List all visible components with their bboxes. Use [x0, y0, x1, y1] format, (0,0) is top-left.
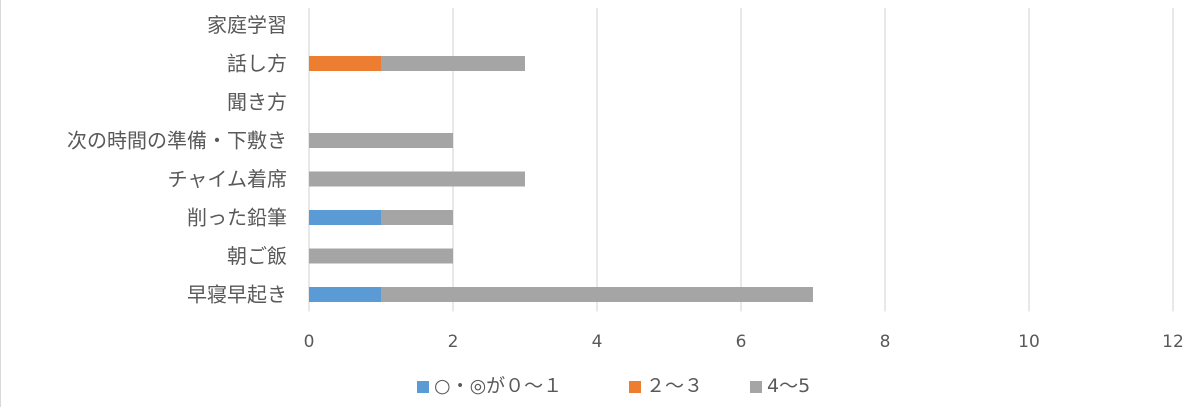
legend-label-0: ○・◎が０～１: [434, 375, 562, 397]
bar-7-series-0: [309, 287, 381, 302]
bar-7-series-2: [381, 287, 813, 302]
bar-5-series-0: [309, 210, 381, 225]
legend-swatch-2: [750, 381, 762, 393]
category-label-3: 次の時間の準備・下敷き: [67, 129, 287, 153]
bar-1-series-2: [381, 56, 525, 71]
category-label-5: 削った鉛筆: [187, 206, 287, 230]
legend-label-2: 4～5: [767, 375, 810, 397]
x-tick-label-2: 4: [592, 332, 603, 352]
x-tick-label-1: 2: [448, 332, 459, 352]
category-label-4: チャイム着席: [168, 167, 287, 191]
bar-5-series-2: [381, 210, 453, 225]
x-tick-label-6: 12: [1162, 332, 1184, 352]
legend-swatch-0: [417, 381, 429, 393]
x-tick-labels: 0 2 4 6 8 10 12: [304, 332, 1184, 352]
x-tick-label-4: 8: [880, 332, 891, 352]
category-label-0: 家庭学習: [207, 13, 287, 37]
x-tick-label-3: 6: [736, 332, 747, 352]
bar-1-series-1: [309, 56, 381, 71]
bar-3-series-2: [309, 133, 453, 148]
category-label-6: 朝ご飯: [227, 244, 287, 268]
category-label-1: 話し方: [227, 52, 287, 76]
gridlines: [308, 8, 1174, 312]
bar-6-series-2: [309, 248, 453, 264]
bars: [309, 56, 813, 302]
x-tick-label-0: 0: [304, 332, 315, 352]
category-label-7: 早寝早起き: [187, 283, 287, 307]
category-label-2: 聞き方: [227, 90, 287, 114]
x-tick-label-5: 10: [1018, 332, 1040, 352]
bar-4-series-2: [309, 171, 525, 187]
legend: ○・◎が０～１ ２～３ 4～5: [417, 375, 810, 397]
legend-label-1: ２～３: [646, 375, 703, 397]
legend-swatch-1: [629, 381, 641, 393]
